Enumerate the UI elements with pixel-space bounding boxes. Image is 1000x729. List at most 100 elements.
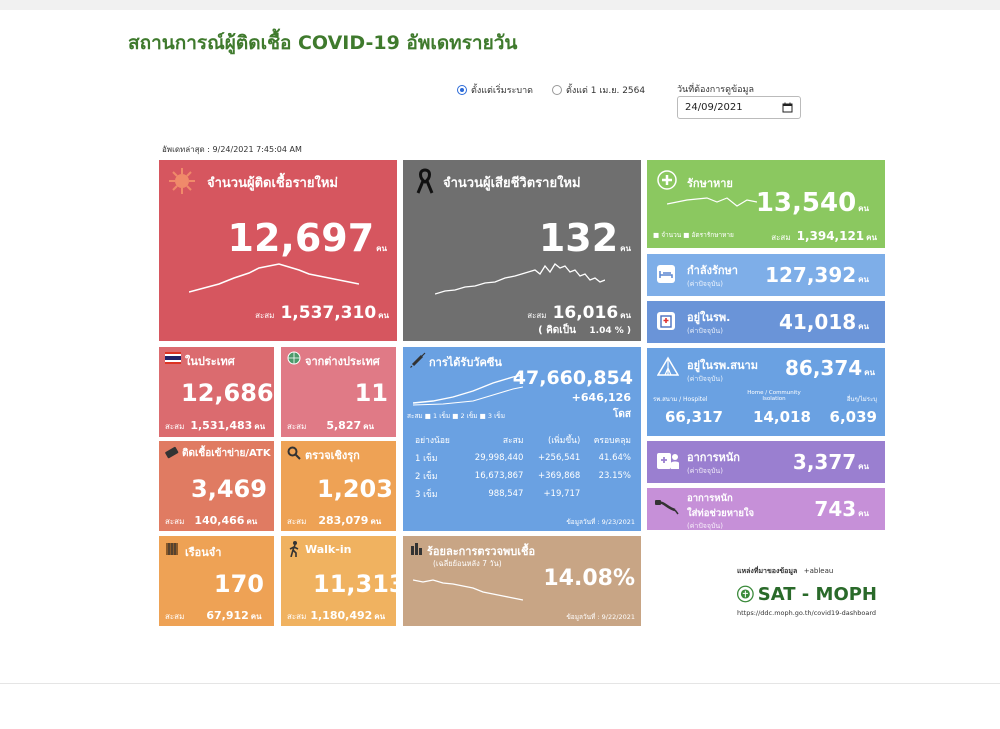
radio-since-start-label: ตั้งแต่เริ่มระบาด: [471, 86, 534, 96]
source-label: แหล่งที่มาของข้อมูล: [737, 567, 798, 575]
vaccine-table-header: อย่างน้อย สะสม (เพิ่มขึ้น) ครอบคลุม: [413, 431, 633, 449]
field-hospital-card[interactable]: อยู่ในรพ.สนาม (ค่าปัจจุบัน) 86,374 คน รพ.ส…: [647, 348, 885, 436]
deaths-sparkline: [435, 263, 605, 295]
vaccine-cov: 41.64%: [598, 453, 631, 463]
magnifier-icon: [287, 446, 301, 460]
field-col-label: Home / Community Isolation: [747, 390, 801, 402]
cum-label: สะสม: [527, 311, 547, 320]
recovered-value-wrap: 13,540 คน: [756, 188, 869, 218]
field-hospital-sub: (ค่าปัจจุบัน): [687, 375, 723, 383]
recovered-card[interactable]: รักษาหาย 13,540 คน ■ จำนวน ■ อัตรารักษาหา…: [647, 160, 885, 248]
domestic-card[interactable]: ในประเทศ 12,686 สะสม 1,531,483 คน: [159, 347, 274, 437]
proactive-card[interactable]: ตรวจเชิงรุก 1,203 สะสม 283,079 คน: [281, 441, 396, 531]
hospital-value-wrap: 41,018 คน: [779, 310, 869, 334]
unit-label: คน: [374, 612, 386, 621]
vaccine-dose: 3 เข็ม: [415, 490, 438, 500]
imported-card[interactable]: จากต่างประเทศ 11 สะสม 5,827 คน: [281, 347, 396, 437]
globe-icon: [287, 351, 301, 365]
radio-since-start[interactable]: ตั้งแต่เริ่มระบาด: [457, 83, 533, 97]
vaccine-table: อย่างน้อย สะสม (เพิ่มขึ้น) ครอบคลุม 1 เข…: [413, 431, 633, 503]
positivity-card[interactable]: ร้อยละการตรวจพบเชื้อ (เฉลี่ยย้อนหลัง 7 ว…: [403, 536, 641, 626]
vaccine-total: 47,660,854: [512, 367, 633, 389]
severe-label-text: อาการหนัก: [687, 451, 740, 464]
vaccine-header-cell: อย่างน้อย: [415, 436, 450, 446]
deaths-cum-value: 16,016: [552, 303, 619, 323]
field-hospital-value-wrap: 86,374 คน: [785, 356, 875, 380]
radio-selected-icon: [457, 85, 467, 95]
recovered-legend: ■ จำนวน ■ อัตรารักษาหาย: [653, 231, 734, 239]
ventilator-card[interactable]: อาการหนัก ใส่ท่อช่วยหายใจ (ค่าปัจจุบัน) 74…: [647, 488, 885, 530]
vaccine-daily: +646,126: [571, 391, 631, 404]
unit-label: คน: [858, 509, 869, 518]
severe-card[interactable]: อาการหนัก (ค่าปัจจุบัน) 3,377 คน: [647, 441, 885, 483]
treating-value-wrap: 127,392 คน: [765, 263, 869, 287]
vaccine-cum: 988,547: [488, 489, 524, 499]
field-hospital-value: 86,374: [784, 356, 863, 380]
last-update: อัพเดทล่าสุด : 9/24/2021 7:45:04 AM: [162, 145, 302, 154]
cum-label: สะสม: [255, 311, 275, 320]
ventilator-value: 743: [814, 497, 857, 521]
treating-label: กำลังรักษา (ค่าปัจจุบัน): [687, 261, 738, 290]
table-row: 1 เข็ม 29,998,440 +256,541 41.64%: [413, 449, 633, 467]
severe-value: 3,377: [792, 450, 857, 474]
atk-value: 3,469: [191, 475, 267, 503]
deaths-label: จำนวนผู้เสียชีวิตรายใหม่: [443, 176, 581, 191]
proactive-value: 1,203: [317, 475, 393, 503]
new-cases-card[interactable]: จำนวนผู้ติดเชื้อรายใหม่ 12,697 คน สะสม 1,5…: [159, 160, 397, 341]
severe-value-wrap: 3,377 คน: [793, 450, 869, 474]
calendar-icon[interactable]: [782, 102, 793, 113]
virus-icon: [169, 168, 195, 194]
vaccine-legend-item: 1 เข็ม: [433, 412, 451, 420]
recovered-cum-value: 1,394,121: [796, 229, 865, 243]
vaccine-cov: [582, 485, 633, 503]
vaccine-dose: 2 เข็ม: [415, 472, 438, 482]
radio-since-april-label: ตั้งแต่ 1 เม.ย. 2564: [566, 86, 646, 96]
unit-label: คน: [858, 204, 869, 213]
unit-label: คน: [376, 244, 387, 253]
vaccine-card[interactable]: การได้รับวัคซีน 47,660,854 +646,126 โดส …: [403, 347, 641, 531]
hospital-card[interactable]: อยู่ในรพ. (ค่าปัจจุบัน) 41,018 คน: [647, 301, 885, 343]
vaccine-inc: +19,717: [543, 489, 581, 499]
new-cases-label: จำนวนผู้ติดเชื้อรายใหม่: [207, 176, 338, 191]
doctor-icon: [657, 453, 679, 469]
unit-label: คน: [866, 233, 877, 242]
walkin-cumulative: สะสม 1,180,492 คน: [287, 609, 385, 623]
data-source: แหล่งที่มาของข้อมูล +ableau SAT - MOPH h…: [737, 566, 877, 622]
table-row: 2 เข็ม 16,673,867 +369,868 23.15%: [413, 467, 633, 485]
imported-cumulative: สะสม 5,827 คน: [287, 419, 374, 433]
prison-card[interactable]: เรือนจำ 170 สะสม 67,912 คน: [159, 536, 274, 626]
prison-icon: [166, 543, 178, 555]
treating-value: 127,392: [765, 263, 857, 287]
treating-label-text: กำลังรักษา: [687, 264, 738, 277]
radio-since-april[interactable]: ตั้งแต่ 1 เม.ย. 2564: [552, 83, 645, 97]
field-col-label: อื่นๆ/ไม่ระบุ: [846, 396, 877, 403]
deaths-percent: ( คิดเป็น 1.04 % ): [538, 323, 631, 338]
ventilator-label-text: อาการหนัก: [687, 493, 733, 504]
imported-label: จากต่างประเทศ: [305, 355, 380, 368]
hospital-icon: [657, 312, 675, 330]
deaths-card[interactable]: จำนวนผู้เสียชีวิตรายใหม่ 132 คน สะสม 16,01…: [403, 160, 641, 341]
prison-label: เรือนจำ: [185, 546, 222, 559]
hospital-value: 41,018: [778, 310, 857, 334]
proactive-label: ตรวจเชิงรุก: [305, 449, 360, 462]
date-input[interactable]: 24/09/2021: [677, 96, 801, 119]
positivity-value: 14.08%: [543, 566, 635, 591]
deaths-value-wrap: 132 คน: [539, 216, 631, 260]
unit-label: คน: [246, 517, 258, 526]
source-url[interactable]: https://ddc.moph.go.th/covid19-dashboard: [737, 609, 877, 617]
date-value: 24/09/2021: [685, 102, 743, 113]
positivity-label: ร้อยละการตรวจพบเชื้อ: [427, 545, 536, 558]
recovered-label: รักษาหาย: [687, 177, 733, 190]
plus-cross-icon: [657, 170, 677, 190]
walkin-cum-value: 1,180,492: [310, 609, 373, 622]
bottom-divider: [0, 683, 1000, 684]
atk-card[interactable]: ติดเชื้อเข้าข่าย/ATK 3,469 สะสม 140,466 คน: [159, 441, 274, 531]
vaccine-cov: 23.15%: [598, 471, 631, 481]
field-col-value: 14,018: [753, 408, 811, 426]
field-col-value: 6,039: [829, 408, 877, 426]
treating-card[interactable]: กำลังรักษา (ค่าปัจจุบัน) 127,392 คน: [647, 254, 885, 296]
vaccine-legend: สะสม ■ 1 เข็ม ■ 2 เข็ม ■ 3 เข็ม: [407, 412, 506, 420]
prison-cum-value: 67,912: [206, 609, 249, 622]
domestic-cum-value: 1,531,483: [190, 419, 253, 432]
